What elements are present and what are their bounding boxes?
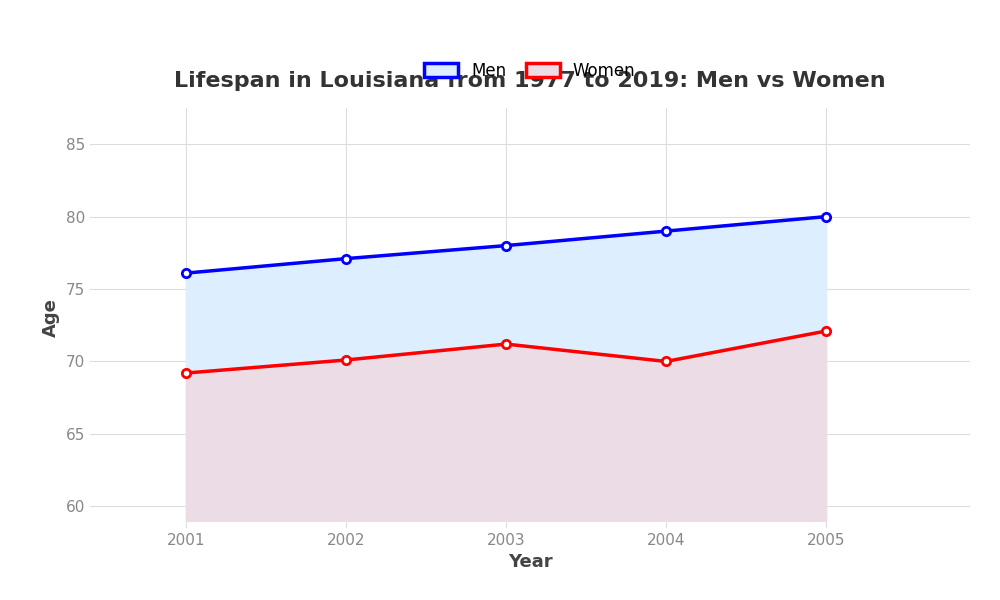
Legend: Men, Women: Men, Women <box>424 62 636 80</box>
X-axis label: Year: Year <box>508 553 552 571</box>
Title: Lifespan in Louisiana from 1977 to 2019: Men vs Women: Lifespan in Louisiana from 1977 to 2019:… <box>174 71 886 91</box>
Y-axis label: Age: Age <box>42 299 60 337</box>
